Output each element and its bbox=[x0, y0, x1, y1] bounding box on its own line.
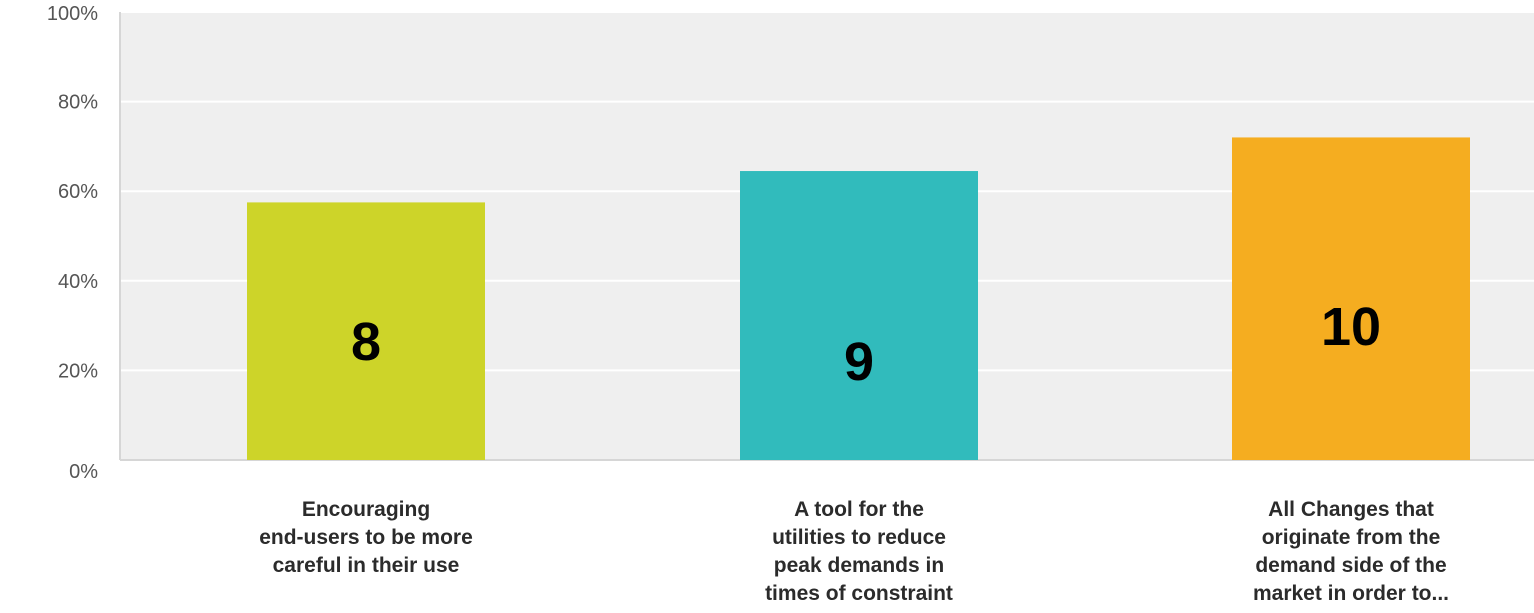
y-tick-label: 40% bbox=[58, 271, 98, 293]
bar-data-label: 9 bbox=[844, 332, 874, 392]
x-tick-label: demand side of the bbox=[1255, 554, 1446, 577]
x-tick-label: Encouraging bbox=[302, 498, 430, 521]
x-axis-category-labels: Encouraging end-users to be more careful i… bbox=[259, 498, 1449, 605]
x-tick-label: times of constraint bbox=[765, 582, 953, 605]
data-labels: 8 9 10 bbox=[351, 297, 1381, 392]
y-axis-ticks: 0% 20% 40% 60% 80% 100% bbox=[47, 3, 98, 483]
bar bbox=[1232, 137, 1470, 460]
x-tick-label: A tool for the bbox=[794, 498, 924, 521]
bars bbox=[247, 137, 1470, 461]
x-tick-label: originate from the bbox=[1262, 526, 1441, 549]
y-tick-label: 0% bbox=[69, 461, 98, 483]
x-tick-label: end-users to be more bbox=[259, 526, 473, 549]
y-tick-label: 80% bbox=[58, 92, 98, 114]
bar-data-label: 10 bbox=[1321, 297, 1381, 357]
bar-data-label: 8 bbox=[351, 312, 381, 372]
x-tick-label: utilities to reduce bbox=[772, 526, 946, 549]
y-tick-label: 20% bbox=[58, 360, 98, 382]
y-tick-label: 60% bbox=[58, 181, 98, 203]
y-tick-label: 100% bbox=[47, 3, 98, 25]
bar bbox=[247, 202, 485, 460]
bar bbox=[740, 171, 978, 461]
x-tick-label: careful in their use bbox=[273, 554, 460, 577]
x-tick-label: All Changes that bbox=[1268, 498, 1434, 521]
x-tick-label: market in order to... bbox=[1253, 582, 1449, 605]
x-tick-label: peak demands in bbox=[774, 554, 944, 577]
